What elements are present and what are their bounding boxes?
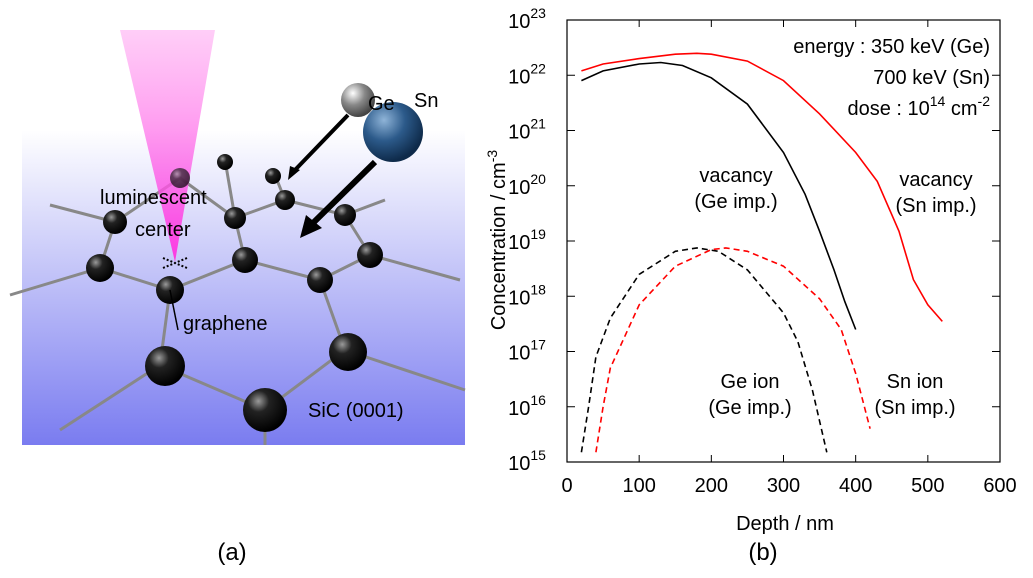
y-axis-label-exponent: -3 (484, 150, 500, 163)
label: luminescent (100, 187, 207, 209)
annotation: 700 keV (Sn) (873, 67, 990, 89)
y-tick-label: 1015 (508, 447, 546, 475)
y-tick-base: 10 (508, 122, 530, 144)
y-tick-exponent: 20 (530, 171, 546, 187)
panel-label: (b) (748, 539, 777, 566)
y-tick-exponent: 19 (530, 226, 546, 242)
y-tick-exponent: 18 (530, 281, 546, 297)
label: Ge (368, 93, 395, 115)
y-tick-exponent: 21 (530, 116, 546, 132)
y-tick-base: 10 (508, 343, 530, 365)
y-tick-base: 10 (508, 398, 530, 420)
y-tick-base: 10 (508, 287, 530, 309)
annotation-exponent: -2 (978, 93, 991, 109)
series-label: Sn ion (887, 371, 944, 393)
series-label: (Sn imp.) (895, 195, 976, 217)
series-label: vacancy (699, 165, 772, 187)
y-tick-label: 1022 (508, 60, 546, 88)
y-tick-label: 1017 (508, 337, 546, 365)
label: center (135, 219, 191, 241)
x-tick-label: 0 (561, 475, 572, 497)
x-tick-label: 500 (911, 475, 944, 497)
y-tick-exponent: 23 (530, 5, 546, 21)
x-tick-label: 300 (767, 475, 800, 497)
y-tick-label: 1016 (508, 392, 546, 420)
y-tick-label: 1023 (508, 5, 546, 33)
y-tick-base: 10 (508, 66, 530, 88)
series-label: (Sn imp.) (874, 397, 955, 419)
annotation: energy : 350 keV (Ge) (793, 36, 990, 58)
x-axis-label: Depth / nm (736, 513, 834, 535)
y-tick-label: 1020 (508, 171, 546, 199)
annotation-text: energy : 350 keV (Ge) (793, 36, 990, 58)
label: SiC (0001) (308, 400, 404, 422)
y-axis-label-text: Concentration / cm (488, 162, 510, 330)
y-tick-base: 10 (508, 11, 530, 33)
annotation-text: cm (945, 98, 977, 120)
series-label: (Ge imp.) (708, 397, 791, 419)
label: Sn (414, 90, 438, 112)
series-label: vacancy (899, 169, 972, 191)
x-tick-label: 200 (695, 475, 728, 497)
substrate (22, 130, 465, 445)
series-label: Ge ion (721, 371, 780, 393)
y-tick-exponent: 22 (530, 60, 546, 76)
illustration: Ge Sn luminescent center graphene SiC (0… (10, 30, 465, 566)
y-tick-base: 10 (508, 177, 530, 199)
y-tick-label: 1018 (508, 281, 546, 309)
y-tick-exponent: 17 (530, 337, 546, 353)
annotation-text: 700 keV (Sn) (873, 67, 990, 89)
y-tick-base: 10 (508, 453, 530, 475)
annotation-exponent: 14 (930, 93, 946, 109)
page: Ge Sn luminescent center graphene SiC (0… (0, 0, 1033, 578)
panel-label: (a) (217, 539, 246, 566)
y-tick-exponent: 15 (530, 447, 546, 463)
series-label: (Ge imp.) (694, 191, 777, 213)
label: graphene (183, 313, 268, 335)
x-tick-label: 100 (622, 475, 655, 497)
y-axis-label: Concentration / cm-3 (484, 150, 510, 331)
y-tick-label: 1021 (508, 116, 546, 144)
x-tick-label: 600 (983, 475, 1016, 497)
x-tick-label: 400 (839, 475, 872, 497)
y-tick-exponent: 16 (530, 392, 546, 408)
figure: Ge Sn luminescent center graphene SiC (0… (0, 0, 1033, 578)
y-tick-label: 1019 (508, 226, 546, 254)
annotation: dose : 1014 cm-2 (847, 93, 990, 120)
y-tick-base: 10 (508, 232, 530, 254)
annotation-text: dose : 10 (847, 98, 929, 120)
